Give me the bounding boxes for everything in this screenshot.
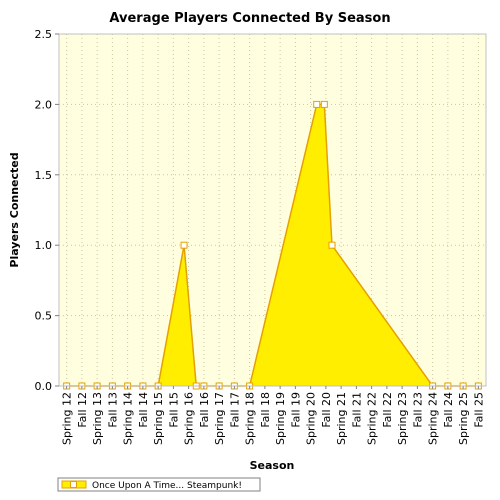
x-tick-label: Fall 15: [167, 392, 180, 428]
x-tick-label: Spring 14: [122, 392, 135, 445]
x-tick-label: Spring 13: [91, 392, 104, 445]
x-tick-label: Fall 13: [106, 392, 119, 428]
y-tick-label: 1.0: [35, 239, 53, 252]
y-tick-label: 2.5: [35, 28, 53, 41]
x-tick-label: Fall 20: [320, 392, 333, 428]
data-point: [328, 241, 336, 249]
x-tick-label: Fall 19: [289, 392, 302, 428]
legend: Once Upon A Time... Steampunk!: [57, 477, 261, 492]
x-tick-label: Spring 24: [427, 392, 440, 445]
x-tick-label: Fall 16: [198, 392, 211, 428]
x-tick-label: Spring 12: [61, 392, 74, 445]
y-tick-label: 1.5: [35, 169, 53, 182]
x-tick-label: Spring 23: [396, 392, 409, 445]
x-tick-label: Fall 22: [381, 392, 394, 428]
x-tick-label: Spring 20: [305, 392, 318, 445]
data-point: [313, 100, 321, 108]
x-tick-label: Fall 12: [76, 392, 89, 428]
y-tick-label: 2.0: [35, 98, 53, 111]
x-tick-label: Fall 14: [137, 392, 150, 428]
data-point: [320, 100, 328, 108]
x-tick-label: Fall 25: [472, 392, 485, 428]
x-tick-label: Spring 16: [183, 392, 196, 445]
x-tick-label: Spring 17: [213, 392, 226, 445]
x-axis-label: Season: [250, 459, 295, 472]
series-area: [66, 104, 479, 387]
x-tick-label: Spring 25: [457, 392, 470, 445]
x-tick-label: Spring 21: [335, 392, 348, 445]
y-axis-label: Players Connected: [8, 152, 21, 267]
data-point: [180, 241, 188, 249]
y-tick-label: 0.5: [35, 310, 53, 323]
x-tick-label: Fall 21: [350, 392, 363, 428]
x-tick-label: Fall 24: [442, 392, 455, 428]
legend-entry-label: Once Upon A Time... Steampunk!: [92, 481, 242, 491]
x-tick-label: Fall 23: [411, 392, 424, 428]
chart-title: Average Players Connected By Season: [109, 11, 390, 26]
x-tick-label: Spring 22: [366, 392, 379, 445]
x-tick-label: Spring 18: [244, 392, 257, 445]
x-tick-label: Fall 18: [259, 392, 272, 428]
plot-border: [58, 33, 487, 387]
x-tick-label: Spring 15: [152, 392, 165, 445]
x-tick-label: Fall 17: [228, 392, 241, 428]
legend-marker: [70, 481, 77, 488]
x-tick-label: Spring 19: [274, 392, 287, 445]
y-tick-label: 0.0: [35, 380, 53, 393]
legend-box: [57, 477, 261, 492]
